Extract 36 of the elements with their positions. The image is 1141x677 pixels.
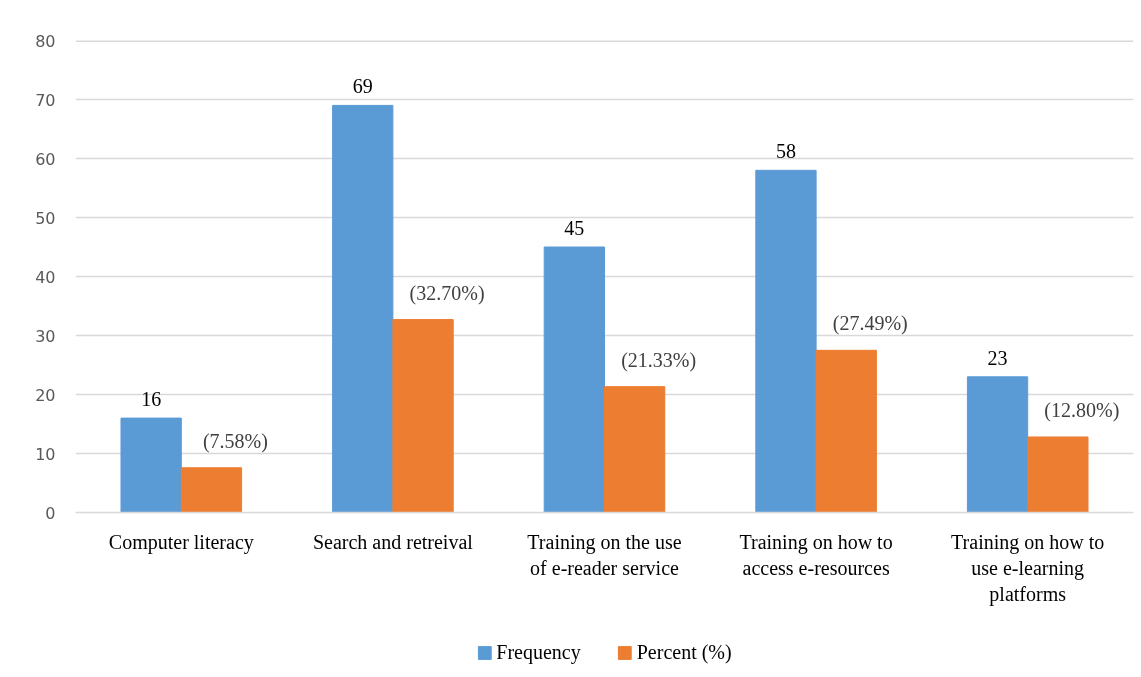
bar [966,376,1029,513]
bar [755,169,817,513]
bar [332,104,394,513]
x-tick-label: Computer literacy [108,530,254,554]
legend-label: Percent (%) [636,640,732,664]
y-tick-label: 0 [45,503,56,523]
bar [180,467,243,513]
y-tick-label: 80 [35,31,56,51]
data-label: (27.49%) [832,312,908,336]
y-tick-label: 50 [35,208,56,228]
legend-label: Frequency [496,640,581,664]
data-label: (21.33%) [621,348,697,372]
data-label: 16 [141,388,162,411]
data-label: (12.80%) [1044,398,1120,422]
y-tick-label: 70 [35,90,56,110]
data-label: 58 [775,140,796,163]
bar [120,417,182,513]
data-label: 23 [987,346,1008,369]
data-label: 69 [352,75,373,98]
y-tick-label: 60 [35,149,56,169]
bar [1027,436,1089,513]
data-label: 45 [564,217,585,239]
x-tick-label: Training on how to use e-learning platforms [951,530,1105,607]
y-tick-label: 10 [35,444,56,464]
bar [392,319,454,513]
y-tick-label: 30 [35,326,56,346]
data-label: (7.58%) [202,429,268,453]
x-tick-label: Training on how to access e-resources [739,530,893,579]
bar [815,349,877,513]
x-tick-label: Training on the use of e-reader service [527,530,682,579]
x-tick-label: Search and retreival [312,530,474,553]
y-tick-label: 20 [35,385,56,405]
bar [543,246,605,513]
y-tick-label: 40 [35,267,56,287]
bar [604,386,666,513]
data-label: (32.70%) [409,281,485,305]
